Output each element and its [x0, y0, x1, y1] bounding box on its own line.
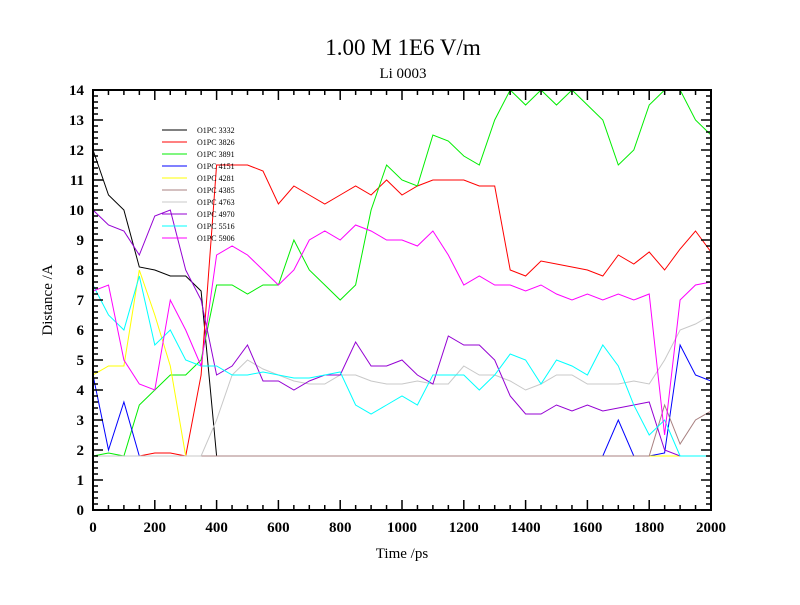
series-line-9 — [93, 275, 711, 457]
y-tick-label: 11 — [70, 173, 84, 189]
series-line-3 — [93, 90, 711, 457]
legend-label: O1PC 4763 — [197, 198, 235, 207]
axes-layer: 0 200 400 600 800 1000 1200 1400 1600 1800 2000012… — [69, 83, 726, 536]
x-tick-label: 1600 — [572, 520, 602, 536]
y-tick-label: 4 — [77, 383, 85, 399]
y-tick-label: 12 — [69, 143, 84, 159]
y-tick-label: 10 — [69, 203, 84, 219]
y-tick-label: 3 — [77, 413, 85, 429]
legend-label: O1PC 4151 — [197, 162, 235, 171]
legend-label: O1PC 3332 — [197, 126, 235, 135]
series-line-6 — [93, 403, 711, 457]
legend: O1PC 3332 O1PC 3826 O1PC 3891 O1PC 4151 O1PC… — [162, 126, 235, 243]
x-tick-label: 200 — [144, 520, 167, 536]
legend-label: O1PC 3891 — [197, 150, 235, 159]
y-tick-label: 13 — [69, 113, 84, 129]
series-line-5 — [93, 269, 711, 457]
legend-label: O1PC 5906 — [197, 234, 235, 243]
legend-label: O1PC 4970 — [197, 210, 235, 219]
x-tick-label: 2000 — [696, 520, 726, 536]
x-tick-label: 1200 — [449, 520, 479, 536]
y-tick-label: 0 — [77, 503, 85, 519]
y-tick-label: 7 — [77, 293, 85, 309]
chart-subtitle: Li 0003 — [379, 66, 426, 82]
y-tick-label: 8 — [77, 263, 85, 279]
y-tick-label: 9 — [77, 233, 85, 249]
y-tick-label: 1 — [77, 473, 85, 489]
y-tick-label: 5 — [77, 353, 85, 369]
x-tick-label: 800 — [329, 520, 352, 536]
series-line-10 — [93, 224, 711, 436]
series-line-7 — [93, 314, 711, 457]
x-tick-label: 1800 — [634, 520, 664, 536]
legend-label: O1PC 3826 — [197, 138, 235, 147]
legend-label: O1PC 4385 — [197, 186, 235, 195]
series-layer — [93, 90, 711, 457]
series-line-2 — [93, 164, 711, 457]
y-tick-label: 2 — [77, 443, 85, 459]
x-tick-label: 1400 — [511, 520, 541, 536]
series-line-8 — [93, 209, 711, 457]
y-tick-label: 6 — [77, 323, 85, 339]
series-line-4 — [93, 343, 711, 457]
y-tick-label: 14 — [69, 83, 85, 99]
plot-frame — [92, 89, 712, 511]
legend-label: O1PC 4281 — [197, 174, 235, 183]
legend-label: O1PC 5516 — [197, 222, 235, 231]
x-tick-label: 1000 — [387, 520, 417, 536]
series-line-1 — [93, 149, 711, 457]
x-tick-label: 600 — [267, 520, 290, 536]
x-tick-label: 400 — [205, 520, 228, 536]
x-tick-label: 0 — [89, 520, 97, 536]
chart-title: 1.00 M 1E6 V/m — [325, 35, 481, 60]
y-axis-label: Distance /A — [40, 264, 56, 335]
x-axis-label: Time /ps — [376, 546, 429, 562]
